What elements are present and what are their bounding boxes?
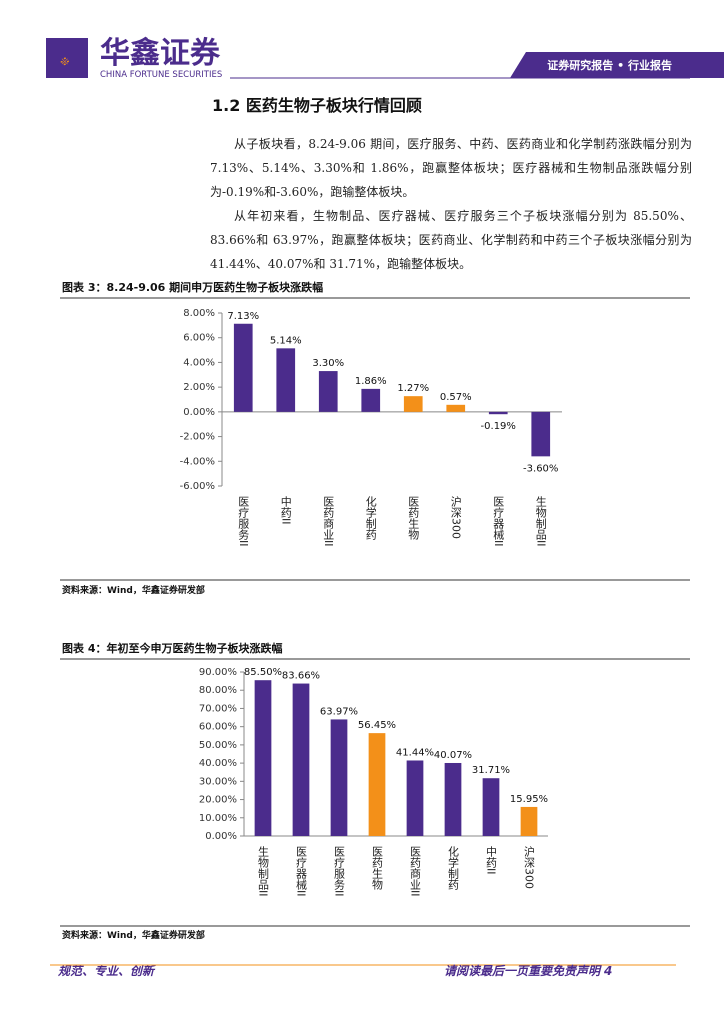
x-tick-label: 医疗器械II [295,846,308,897]
bar [318,371,338,412]
bar [276,348,296,412]
bar [368,733,386,836]
x-tick-label: 生物制品II [534,495,547,547]
bar [233,323,253,412]
header-band [510,52,724,78]
x-tick-label: 沪深300 [523,845,536,889]
bar [361,388,381,412]
footer-left: 规范、专业、创新 [58,964,156,978]
footer-right: 请阅读最后一页重要免责声明 [444,964,602,978]
x-tick-label: 中药II [485,846,498,875]
bar [444,762,462,836]
value-label: 0.57% [440,392,472,403]
page-number: 4 [603,964,612,978]
logo-text: 华鑫证券 [100,36,221,71]
y-tick-label: -2.00% [180,432,215,443]
value-label: 40.07% [434,750,472,761]
value-label: 41.44% [396,747,434,758]
x-tick-label: 沪深300 [449,495,462,539]
y-tick-label: 2.00% [183,382,215,393]
section-title: 1.2 医药生物子板块行情回顾 [212,96,422,115]
y-tick-label: 90.00% [199,667,237,678]
bar [482,778,500,836]
y-tick-label: 80.00% [199,685,237,696]
bar [531,411,551,457]
value-label: 1.86% [355,376,387,387]
logo-mark: ፠ [60,54,70,70]
bar [254,680,272,836]
bar [488,411,508,415]
value-label: 5.14% [270,335,302,346]
y-tick-label: 20.00% [199,795,237,806]
value-label: 83.66% [282,671,320,682]
x-tick-label: 中药II [279,496,292,525]
value-label: 56.45% [358,720,396,731]
x-tick-label: 生物制品II [257,845,270,897]
value-label: 1.27% [397,383,429,394]
bar [406,760,424,836]
figure-title: 图表 4：年初至今申万医药生物子板块涨跌幅 [62,641,282,655]
x-tick-label: 医药商业II [322,496,335,547]
value-label: 3.30% [312,358,344,369]
y-tick-label: 50.00% [199,740,237,751]
logo-icon [46,38,88,78]
value-label: 7.13% [227,311,259,322]
bar [446,404,466,412]
y-tick-label: 0.00% [205,831,237,842]
figure-source: 资料来源：Wind，华鑫证券研发部 [62,584,205,596]
value-label: -3.60% [523,463,558,474]
y-tick-label: -4.00% [180,456,215,467]
x-tick-label: 化学制药 [364,495,377,541]
logo-sub: CHINA FORTUNE SECURITIES [100,70,222,80]
value-label: 85.50% [244,667,282,678]
y-tick-label: -6.00% [180,481,215,492]
value-label: -0.19% [481,421,516,432]
x-tick-label: 医疗服务II [237,496,250,547]
x-tick-label: 化学制药 [447,845,460,891]
y-tick-label: 10.00% [199,813,237,824]
y-tick-label: 40.00% [199,758,237,769]
x-tick-label: 医疗器械II [492,496,505,547]
y-tick-label: 4.00% [183,357,215,368]
y-tick-label: 8.00% [183,308,215,319]
figure-title: 图表 3：8.24-9.06 期间申万医药生物子板块涨跌幅 [62,280,323,294]
y-tick-label: 60.00% [199,722,237,733]
value-label: 63.97% [320,706,358,717]
bar [520,806,538,836]
paragraph: 从子板块看，8.24-9.06 期间，医疗服务、中药、医药商业和化学制药涨跌幅分… [210,137,692,199]
paragraph: 从年初来看，生物制品、医疗器械、医疗服务三个子板块涨幅分别为 85.50%、83… [210,209,692,271]
header-tag: 证券研究报告 • 行业报告 [547,58,672,72]
value-label: 31.71% [472,765,510,776]
value-label: 15.95% [510,794,548,805]
bar [330,719,348,836]
y-tick-label: 70.00% [199,703,237,714]
y-tick-label: 0.00% [183,407,215,418]
y-tick-label: 6.00% [183,333,215,344]
y-tick-label: 30.00% [199,776,237,787]
bar [292,683,310,836]
x-tick-label: 医疗服务II [333,846,346,897]
bar [403,396,423,412]
x-tick-label: 医药商业II [409,846,422,897]
x-tick-label: 医药生物 [371,846,384,890]
x-tick-label: 医药生物 [407,496,420,540]
figure-source: 资料来源：Wind，华鑫证券研发部 [62,929,205,941]
